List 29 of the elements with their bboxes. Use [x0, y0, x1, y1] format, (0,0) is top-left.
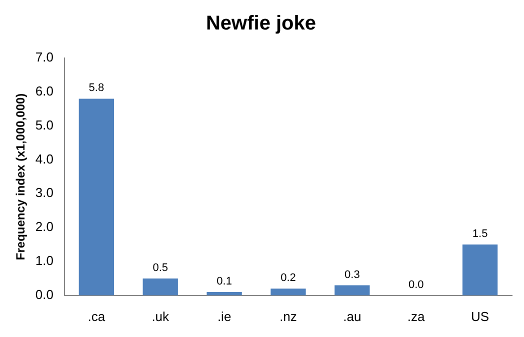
bar: [334, 285, 370, 296]
data-label: 0.0: [408, 278, 424, 291]
y-tick-label: 0.0: [35, 286, 54, 302]
y-axis-title: Frequency index (x1,000,000): [14, 93, 28, 260]
bar: [462, 244, 498, 296]
y-tick-label: 3.0: [35, 185, 54, 200]
chart-title: Newfie joke: [206, 12, 316, 35]
bar: [270, 288, 306, 296]
x-tick-label: .ca: [88, 308, 106, 324]
data-label: 0.1: [216, 276, 232, 288]
x-tick-label: US: [471, 308, 490, 324]
y-tick-label: 6.0: [35, 83, 54, 98]
bar: [142, 278, 178, 296]
data-label: 0.3: [344, 268, 360, 281]
data-label: 1.5: [472, 228, 488, 240]
x-tick-label: .za: [407, 308, 426, 324]
y-tick-label: 5.0: [35, 117, 54, 132]
x-tick-label: .nz: [280, 308, 297, 324]
x-tick-label: .ie: [217, 308, 232, 324]
y-tick-label: 7.0: [35, 50, 54, 65]
x-tick-label: .uk: [152, 308, 170, 324]
y-tick-label: 4.0: [35, 151, 54, 166]
x-tick-label: .au: [343, 308, 362, 324]
bar: [78, 98, 114, 296]
data-label: 0.5: [152, 262, 168, 274]
data-label: 5.8: [88, 82, 104, 94]
y-tick-label: 2.0: [35, 219, 54, 234]
y-tick-label: 1.0: [35, 253, 54, 268]
data-label: 0.2: [280, 272, 296, 284]
